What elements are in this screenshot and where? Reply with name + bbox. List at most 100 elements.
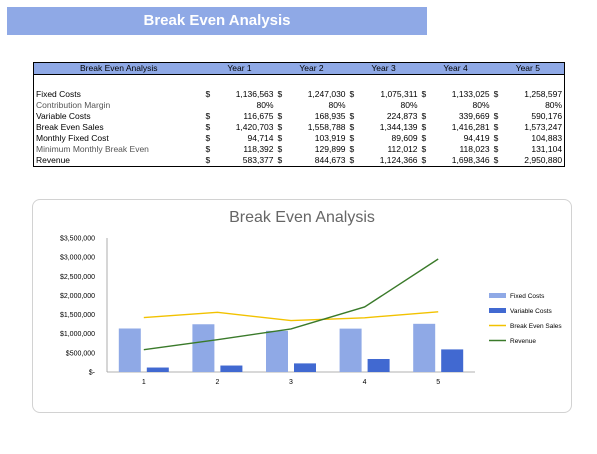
currency-symbol xyxy=(204,100,217,111)
bar-variable-costs xyxy=(294,363,316,372)
value-cell: 1,258,597 xyxy=(504,89,566,100)
currency-symbol: $ xyxy=(493,89,499,99)
x-tick-label: 3 xyxy=(289,379,293,386)
x-tick-label: 1 xyxy=(142,379,146,386)
x-tick-label: 4 xyxy=(363,379,367,386)
table-header-row: Break Even Analysis Year 1 Year 2 Year 3… xyxy=(33,62,566,75)
y-tick-label: $1,500,000 xyxy=(60,312,95,319)
table-row: Variable Costs $116,675 $168,935 $224,873 $3… xyxy=(33,111,566,122)
value-cell: 1,698,346 xyxy=(432,155,492,167)
currency-symbol: $ xyxy=(349,144,355,154)
row-label: Break Even Sales xyxy=(33,122,204,133)
currency-symbol: $ xyxy=(421,144,427,154)
currency-symbol: $ xyxy=(205,144,211,154)
legend-label: Variable Costs xyxy=(510,308,553,315)
chart-title: Break Even Analysis xyxy=(229,209,375,226)
currency-symbol: $ xyxy=(205,111,211,121)
currency-symbol: $ xyxy=(419,155,433,167)
header-cell: Year 4 xyxy=(419,62,492,75)
currency-symbol: $ xyxy=(205,133,211,143)
currency-symbol: $ xyxy=(205,89,211,99)
currency-symbol: $ xyxy=(277,122,283,132)
value-cell: 116,675 xyxy=(243,111,274,121)
table-row: Minimum Monthly Break Even $118,392 $129,8… xyxy=(33,144,566,155)
bar-fixed-costs xyxy=(118,328,141,372)
y-tick-label: $- xyxy=(89,370,96,377)
x-tick-label: 2 xyxy=(215,379,219,386)
value-cell: 339,669 xyxy=(458,111,490,121)
currency-symbol: $ xyxy=(421,89,427,99)
value-cell: 103,919 xyxy=(314,133,346,143)
chart-container: Break Even Analysis $- $500,000 $1,000,000 $… xyxy=(32,199,572,413)
value-cell: 1,136,563 xyxy=(235,89,274,99)
table-row: Monthly Fixed Cost $94,714 $103,919 $89,609… xyxy=(33,133,566,144)
currency-symbol xyxy=(276,100,289,111)
currency-symbol: $ xyxy=(277,133,283,143)
bar-variable-costs xyxy=(146,367,169,372)
legend-swatch xyxy=(489,308,506,313)
value-cell: 112,012 xyxy=(387,144,418,154)
value-cell: 1,124,366 xyxy=(360,155,420,167)
legend-label: Fixed Costs xyxy=(510,293,545,300)
y-tick-label: $3,500,000 xyxy=(60,236,95,243)
spacer-row xyxy=(33,74,566,89)
value-cell: 224,873 xyxy=(386,111,418,121)
currency-symbol xyxy=(420,100,433,111)
break-even-chart: Break Even Analysis $- $500,000 $1,000,000 $… xyxy=(60,209,562,386)
value-cell: 1,573,247 xyxy=(504,122,566,133)
currency-symbol xyxy=(348,100,361,111)
currency-symbol: $ xyxy=(421,133,427,143)
value-cell: 1,416,281 xyxy=(451,122,490,132)
value-cell: 1,558,788 xyxy=(307,122,346,132)
bar-fixed-costs xyxy=(192,324,215,372)
line-break-even-sales xyxy=(143,311,439,322)
row-label: Contribution Margin xyxy=(33,100,204,111)
currency-symbol: $ xyxy=(349,122,355,132)
y-tick-label: $2,500,000 xyxy=(60,274,95,281)
currency-symbol: $ xyxy=(349,89,355,99)
currency-symbol: $ xyxy=(205,122,211,132)
line-revenue xyxy=(143,258,439,351)
currency-symbol: $ xyxy=(277,144,283,154)
sheet-title-banner: Break Even Analysis xyxy=(7,7,427,35)
bar-variable-costs xyxy=(441,349,464,372)
currency-symbol: $ xyxy=(275,155,289,167)
value-cell: 131,104 xyxy=(504,144,566,155)
bar-variable-costs xyxy=(220,365,243,372)
header-cell: Year 1 xyxy=(203,62,276,75)
y-tick-label: $2,000,000 xyxy=(60,293,95,300)
row-label: Variable Costs xyxy=(33,111,204,122)
value-cell: 89,609 xyxy=(391,133,418,143)
value-cell: 2,950,880 xyxy=(504,155,566,167)
value-cell: 1,344,139 xyxy=(379,122,418,132)
value-cell: 80% xyxy=(472,100,490,110)
value-cell: 80% xyxy=(504,100,566,111)
currency-symbol: $ xyxy=(493,111,499,121)
legend-label: Break Even Sales xyxy=(510,323,562,330)
value-cell: 118,023 xyxy=(459,144,490,154)
legend-swatch xyxy=(489,293,506,298)
table-row: Fixed Costs $1,136,563 $1,247,030 $1,075,31… xyxy=(33,89,566,100)
header-cell: Year 5 xyxy=(491,62,566,75)
x-tick-label: 5 xyxy=(436,379,440,386)
currency-symbol: $ xyxy=(349,111,355,121)
bar-variable-costs xyxy=(367,358,390,372)
row-label: Monthly Fixed Cost xyxy=(33,133,204,144)
row-label: Fixed Costs xyxy=(33,89,204,100)
value-cell: 80% xyxy=(328,100,346,110)
header-cell: Break Even Analysis xyxy=(33,62,204,75)
y-tick-label: $500,000 xyxy=(66,350,95,357)
value-cell: 168,935 xyxy=(314,111,346,121)
row-label: Minimum Monthly Break Even xyxy=(33,144,204,155)
legend-label: Revenue xyxy=(510,338,536,345)
value-cell: 129,899 xyxy=(314,144,346,154)
table-row: Contribution Margin 80% 80% 80% 80% 80% xyxy=(33,100,566,111)
table-row: Break Even Sales $1,420,703 $1,558,788 $1,3… xyxy=(33,122,566,133)
value-cell: 94,419 xyxy=(463,133,490,143)
value-cell: 94,714 xyxy=(247,133,274,143)
table-row: Revenue $583,377 $844,673 $1,124,366 $1,698,… xyxy=(33,155,566,167)
currency-symbol: $ xyxy=(277,89,283,99)
value-cell: 80% xyxy=(256,100,274,110)
bar-fixed-costs xyxy=(413,323,436,372)
bar-fixed-costs xyxy=(339,328,362,372)
